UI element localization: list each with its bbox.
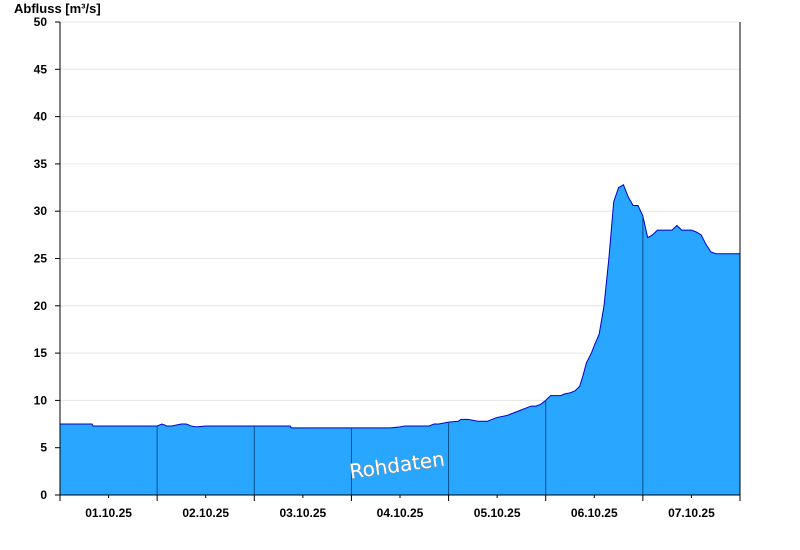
y-tick-label: 35	[34, 157, 48, 171]
y-tick-labels: 0 5 10 15 20 25 30 35 40 45 50	[34, 15, 60, 502]
x-tick-label: 02.10.25	[182, 506, 229, 520]
x-tick-label: 07.10.25	[668, 506, 715, 520]
series-area	[60, 183, 740, 495]
y-tick-label: 50	[34, 15, 48, 29]
x-tick-labels: 01.10.25 02.10.25 03.10.25 04.10.25 05.10.25…	[59, 495, 741, 520]
y-tick-label: 25	[34, 252, 48, 266]
x-tick-label: 04.10.25	[377, 506, 424, 520]
discharge-area	[60, 184, 740, 495]
y-tick-label: 30	[34, 204, 48, 218]
discharge-line	[60, 183, 740, 429]
y-axis-label: Abfluss [m³/s]	[14, 1, 101, 16]
y-tick-label: 40	[34, 110, 48, 124]
y-tick-label: 15	[34, 346, 48, 360]
day-divider-lines	[156, 215, 644, 495]
x-tick-label: 06.10.25	[571, 506, 618, 520]
y-tick-label: 0	[40, 488, 47, 502]
x-tick-label: 03.10.25	[279, 506, 326, 520]
y-tick-label: 45	[34, 62, 48, 76]
y-tick-label: 10	[34, 393, 48, 407]
x-tick-label: 01.10.25	[85, 506, 132, 520]
y-tick-label: 20	[34, 299, 48, 313]
y-tick-label: 5	[40, 441, 47, 455]
x-tick-label: 05.10.25	[474, 506, 521, 520]
